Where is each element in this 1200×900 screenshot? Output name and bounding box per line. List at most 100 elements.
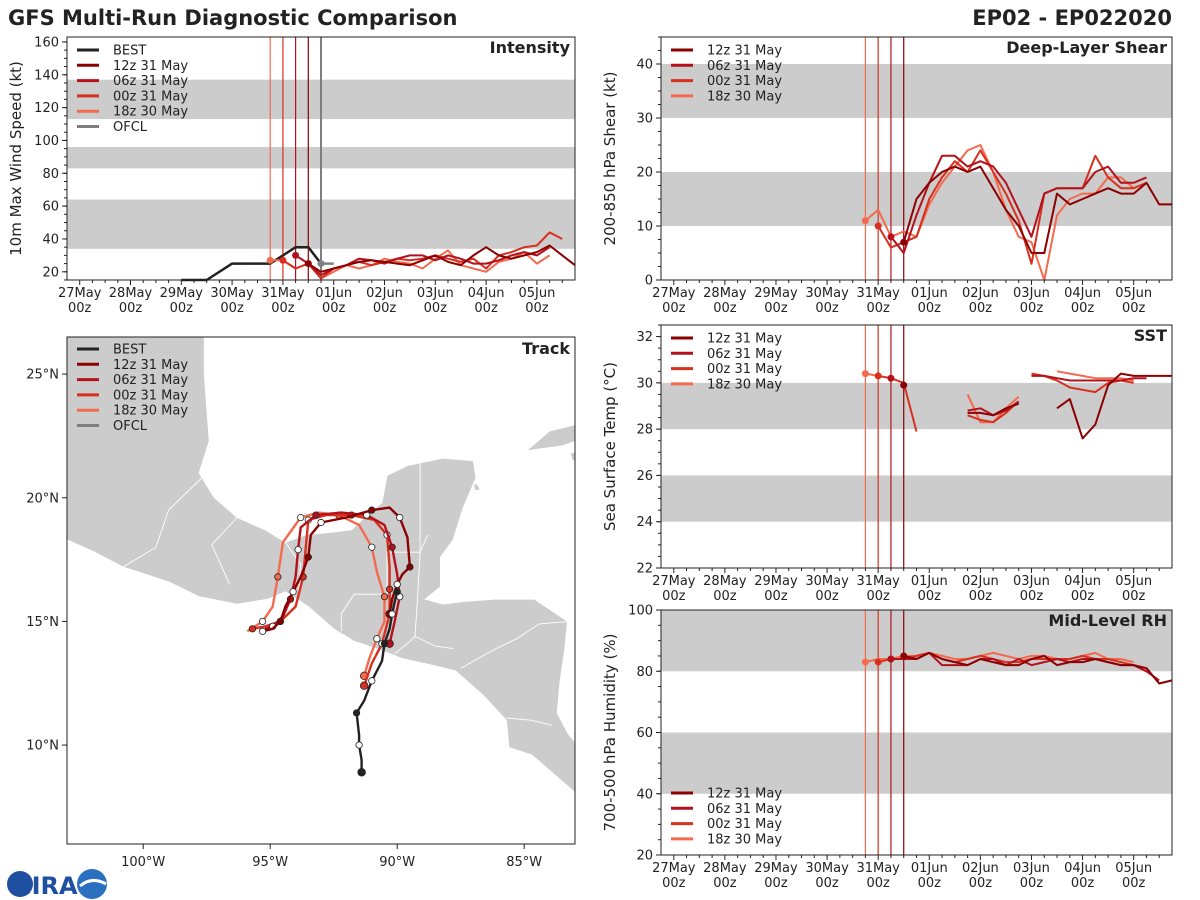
border-elsalvador-honduras bbox=[414, 635, 454, 650]
cira-logo: CIRA bbox=[7, 869, 107, 900]
land-mexico-central-america bbox=[67, 337, 575, 793]
shear-series-12z-31-may bbox=[902, 165, 1172, 254]
logo-globe-right bbox=[77, 869, 107, 899]
intensity-legend-label: 12z 31 May bbox=[113, 59, 188, 74]
track-point-12z-31-may bbox=[304, 553, 312, 561]
track-point-18z-30-may bbox=[368, 543, 376, 551]
rh-xtick-day: 01Jun bbox=[911, 861, 948, 876]
track-point-00z-31-may bbox=[359, 681, 369, 690]
rh-legend-label: 18z 30 May bbox=[707, 832, 782, 847]
sst-ytick-label: 28 bbox=[636, 423, 653, 438]
shear-series-00z-31-may-start-point bbox=[874, 222, 882, 230]
sst-xtick-day: 05Jun bbox=[1115, 574, 1152, 589]
track-legend-label: 12z 31 May bbox=[113, 358, 188, 373]
track-point-12z-31-may bbox=[317, 518, 325, 527]
intensity-xtick-day: 31May bbox=[261, 286, 305, 301]
track-point-00z-31-may bbox=[385, 585, 394, 593]
sst-panel-title: SST bbox=[1134, 326, 1167, 345]
shear-panel: 01020304027May00z28May00z29May00z30May00… bbox=[601, 36, 1173, 316]
shear-xtick-day: 31May bbox=[856, 286, 900, 301]
border-mexico-belize bbox=[419, 534, 429, 553]
rh-xtick-day: 04Jun bbox=[1064, 861, 1101, 876]
shear-xtick-hour: 00z bbox=[764, 301, 788, 316]
sst-series-00z-31-may-seg-0 bbox=[878, 374, 918, 432]
sst-xtick-day: 28May bbox=[703, 574, 747, 589]
shear-legend-label: 12z 31 May bbox=[707, 44, 782, 59]
sst-series-00z-31-may-seg-1 bbox=[967, 400, 1020, 424]
sst-series-12z-31-may-point bbox=[900, 381, 908, 389]
track-point-best bbox=[388, 610, 396, 618]
rh-xtick-day: 31May bbox=[856, 861, 900, 876]
track-point-12z-31-may bbox=[406, 563, 414, 571]
intensity-ytick-label: 20 bbox=[42, 265, 59, 280]
intensity-xtick-hour: 00z bbox=[271, 301, 295, 316]
sst-xtick-hour: 00z bbox=[815, 589, 839, 604]
shear-xtick-hour: 00z bbox=[1020, 301, 1044, 316]
intensity-series-12z-31-may bbox=[307, 244, 576, 273]
rh-series-06z-31-may-start-point bbox=[887, 655, 895, 663]
sst-series-12z-31-may-seg-1 bbox=[967, 402, 1020, 417]
sst-xtick-hour: 00z bbox=[1122, 589, 1146, 604]
track-ytick-label: 10°N bbox=[26, 739, 59, 754]
intensity-legend-label: OFCL bbox=[113, 120, 148, 135]
track-point-best bbox=[352, 709, 361, 717]
rh-panel: 2040608010027May00z28May00z29May00z30May… bbox=[601, 604, 1173, 891]
track-point-12z-31-may bbox=[276, 617, 284, 626]
land-cozumel bbox=[472, 482, 481, 491]
sst-xtick-day: 31May bbox=[856, 574, 900, 589]
intensity-xtick-day: 02Jun bbox=[366, 286, 403, 301]
intensity-xtick-day: 28May bbox=[109, 286, 153, 301]
intensity-xtick-hour: 00z bbox=[220, 301, 244, 316]
shear-xtick-day: 05Jun bbox=[1115, 286, 1152, 301]
track-point-best bbox=[368, 677, 376, 685]
track-legend-label: 18z 30 May bbox=[113, 404, 188, 419]
shear-xtick-hour: 00z bbox=[1122, 301, 1146, 316]
land-isla-juventud bbox=[569, 451, 575, 462]
sst-xtick-day: 29May bbox=[754, 574, 798, 589]
sst-legend-label: 06z 31 May bbox=[707, 347, 782, 362]
sst-xtick-hour: 00z bbox=[1071, 589, 1095, 604]
track-point-00z-31-may bbox=[248, 625, 257, 633]
intensity-xtick-day: 04Jun bbox=[468, 286, 505, 301]
logo-globe-left bbox=[7, 871, 33, 897]
shear-panel-title: Deep-Layer Shear bbox=[1006, 38, 1167, 57]
sst-series-06z-31-may-seg-2 bbox=[1031, 374, 1147, 382]
storm-id: EP02 - EP022020 bbox=[972, 6, 1172, 30]
shear-xtick-day: 29May bbox=[754, 286, 798, 301]
shear-xtick-day: 30May bbox=[805, 286, 849, 301]
rh-xtick-hour: 00z bbox=[1122, 876, 1146, 891]
track-frame bbox=[66, 336, 576, 845]
intensity-ytick-label: 40 bbox=[42, 232, 59, 247]
intensity-legend-label: 18z 30 May bbox=[113, 105, 188, 120]
shear-xtick-day: 03Jun bbox=[1013, 286, 1050, 301]
intensity-xtick-hour: 00z bbox=[322, 301, 346, 316]
rh-xtick-day: 29May bbox=[754, 861, 798, 876]
track-ytick-label: 25°N bbox=[26, 368, 59, 383]
rh-series-18z-30-may bbox=[865, 651, 1134, 664]
track-point-06z-31-may bbox=[312, 511, 320, 519]
sst-legend-label: 18z 30 May bbox=[707, 377, 782, 392]
track-legend-label: 00z 31 May bbox=[113, 388, 188, 403]
rh-series-12z-31-may bbox=[903, 651, 1173, 685]
intensity-xtick-day: 03Jun bbox=[417, 286, 454, 301]
shear-series-00z-31-may bbox=[877, 149, 1147, 265]
sst-xtick-hour: 00z bbox=[713, 589, 737, 604]
rh-xtick-hour: 00z bbox=[918, 876, 942, 891]
sst-ytick-label: 30 bbox=[636, 376, 653, 391]
sst-xtick-day: 27May bbox=[652, 574, 696, 589]
rh-legend-label: 12z 31 May bbox=[707, 787, 782, 802]
sst-panel: 22242628303227May00z28May00z29May00z30Ma… bbox=[601, 324, 1173, 604]
track-ytick-label: 15°N bbox=[26, 615, 59, 630]
track-line-12z-31-may bbox=[262, 506, 412, 633]
intensity-series-18z-30-may-start-point bbox=[266, 256, 274, 264]
track-point-best bbox=[393, 588, 401, 596]
track-legend-label: OFCL bbox=[113, 419, 148, 434]
track-ytick-label: 20°N bbox=[26, 491, 59, 506]
intensity-series-best bbox=[181, 245, 322, 282]
sst-ytick-label: 24 bbox=[636, 515, 653, 530]
rh-xtick-hour: 00z bbox=[1020, 876, 1044, 891]
rh-ytick-label: 20 bbox=[636, 849, 653, 864]
logo-swoosh bbox=[79, 879, 107, 888]
rh-legend-label: 00z 31 May bbox=[707, 817, 782, 832]
figure-title: GFS Multi-Run Diagnostic Comparison bbox=[8, 6, 457, 30]
